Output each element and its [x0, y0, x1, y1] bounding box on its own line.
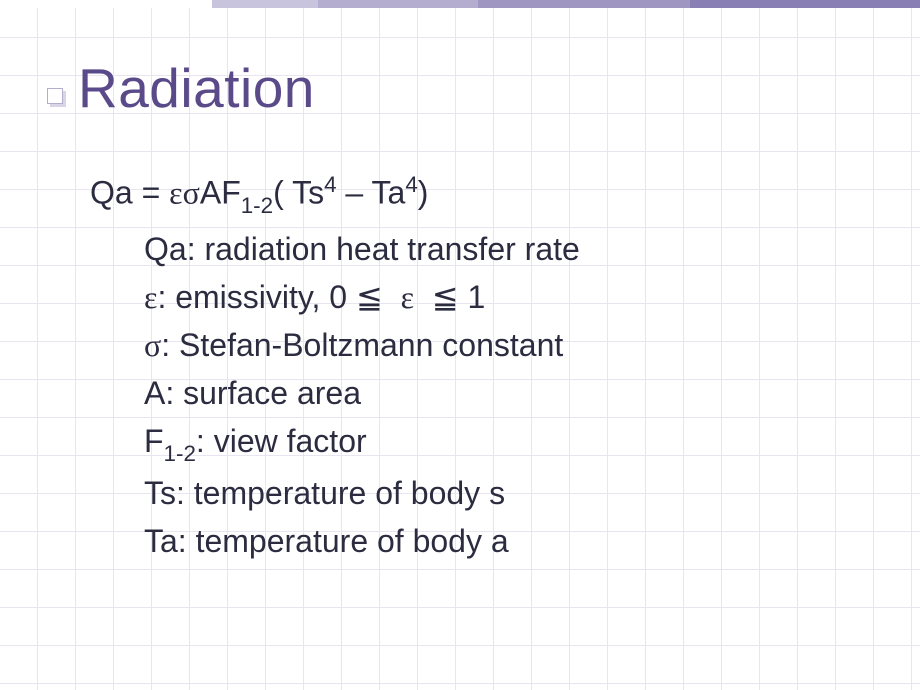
def-a-txt: : surface area	[165, 375, 361, 411]
def-ts-txt: : temperature of body s	[176, 475, 505, 511]
def-ts: Ts: temperature of body s	[144, 469, 860, 517]
def-qa: Qa: radiation heat transfer rate	[144, 225, 860, 273]
eq-sigma: σ	[183, 175, 200, 211]
eq-Ta: Ta	[372, 175, 406, 211]
eq-equals: =	[142, 175, 161, 211]
def-ta-sym: Ta	[144, 523, 178, 559]
def-a-sym: A	[144, 375, 165, 411]
def-f-sym: F	[144, 423, 164, 459]
def-eps-txt: : emissivity, 0	[157, 279, 356, 315]
def-f-sub: 1-2	[164, 441, 196, 466]
def-ts-sym: Ts	[144, 475, 176, 511]
eq-F-sub: 1-2	[241, 193, 273, 218]
eq-F: F	[221, 175, 241, 211]
eq-Ta-pow: 4	[405, 172, 417, 197]
def-sig-txt: : Stefan-Boltzmann constant	[161, 327, 563, 363]
slide-title: Radiation	[78, 56, 315, 120]
eq-epsilon: ε	[169, 175, 182, 211]
def-eps-le1: ≦	[356, 279, 383, 315]
eq-close: )	[418, 175, 429, 211]
equation-line: Qa = εσAF1-2( Ts4 – Ta4)	[90, 168, 860, 221]
def-eps-le2: ≦	[432, 279, 459, 315]
slide-content: Qa = εσAF1-2( Ts4 – Ta4) Qa: radiation h…	[90, 168, 860, 565]
eq-Ts: Ts	[292, 175, 324, 211]
def-sig-sym: σ	[144, 327, 161, 363]
def-f-txt: : view factor	[196, 423, 367, 459]
def-viewfactor: F1-2: view factor	[144, 417, 860, 469]
def-epsilon: ε: emissivity, 0 ≦ ε ≦ 1	[144, 273, 860, 321]
title-row: Radiation	[46, 56, 860, 120]
def-qa-sym: Qa	[144, 231, 187, 267]
slide: Radiation Qa = εσAF1-2( Ts4 – Ta4) Qa: r…	[0, 0, 920, 605]
def-eps-mid: ε	[401, 279, 414, 315]
eq-A: A	[200, 175, 221, 211]
definitions: Qa: radiation heat transfer rate ε: emis…	[144, 225, 860, 565]
eq-lhs: Qa	[90, 175, 133, 211]
title-bullet-icon	[46, 87, 64, 105]
def-eps-one: 1	[459, 279, 486, 315]
def-ta: Ta: temperature of body a	[144, 517, 860, 565]
eq-open: (	[273, 175, 284, 211]
def-qa-txt: : radiation heat transfer rate	[187, 231, 580, 267]
def-ta-txt: : temperature of body a	[178, 523, 509, 559]
eq-minus: –	[345, 175, 363, 211]
eq-Ts-pow: 4	[324, 172, 336, 197]
def-area: A: surface area	[144, 369, 860, 417]
def-eps-sym: ε	[144, 279, 157, 315]
def-sigma: σ: Stefan-Boltzmann constant	[144, 321, 860, 369]
